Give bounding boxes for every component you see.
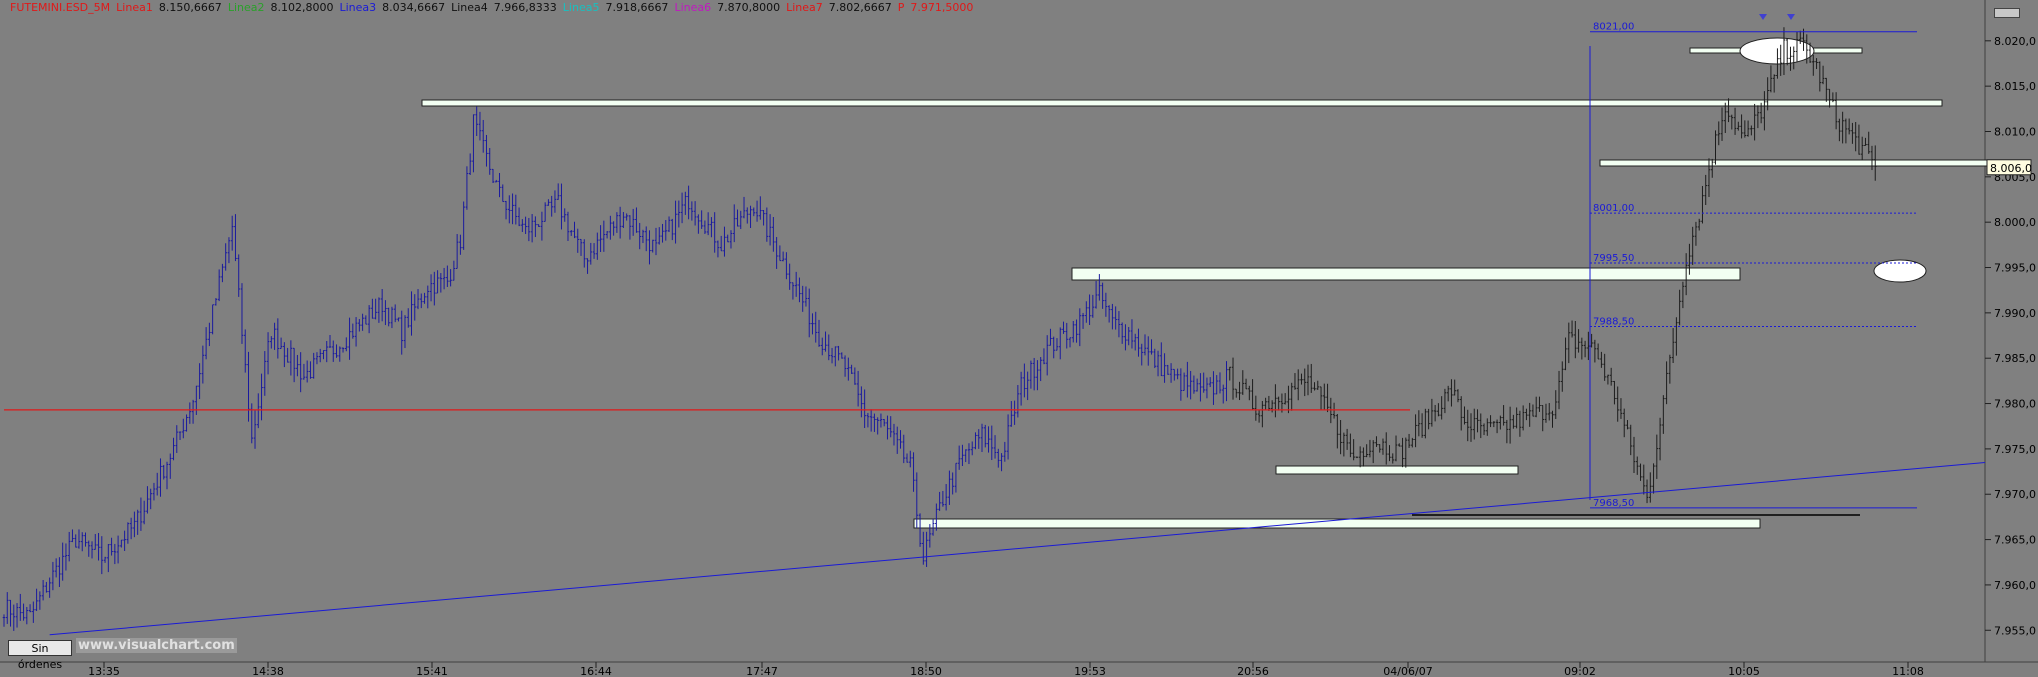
legend-item-12: 7.870,8000	[717, 1, 780, 14]
price-axis: 8.020,08.015,08.010,08.005,08.000,07.995…	[1985, 35, 2036, 637]
y-tick-label: 8.015,0	[1994, 80, 2036, 93]
level-label-2: 7995,50	[1593, 253, 1634, 264]
level-label-4: 7968,50	[1593, 498, 1634, 509]
trend-line	[49, 461, 1986, 636]
level-label-0: 8021,00	[1593, 22, 1634, 33]
x-tick-label: 19:53	[1074, 665, 1106, 677]
legend-item-7: Linea4	[451, 1, 488, 14]
legend-item-9: Linea5	[563, 1, 600, 14]
y-tick-label: 7.975,0	[1994, 443, 2036, 456]
legend-item-4: 8.102,8000	[270, 1, 333, 14]
resistance-box-right	[1599, 159, 1989, 167]
level-label-1: 8001,00	[1593, 203, 1634, 214]
y-tick-label: 7.985,0	[1994, 352, 2036, 365]
resistance-box-top	[421, 99, 1943, 107]
x-tick-label: 20:56	[1237, 665, 1269, 677]
x-tick-label: 09:02	[1564, 665, 1596, 677]
legend-item-16: 7.971,5000	[910, 1, 973, 14]
current-price-label: 8.006,0	[1990, 162, 2032, 175]
x-tick-label: 15:41	[416, 665, 448, 677]
x-tick-label: 18:50	[910, 665, 942, 677]
watermark: www.visualchart.com	[76, 638, 237, 653]
y-tick-label: 8.010,0	[1994, 125, 2036, 138]
x-tick-label: 04/06/07	[1383, 665, 1432, 677]
x-tick-label: 17:47	[746, 665, 778, 677]
x-tick-label: 14:38	[252, 665, 284, 677]
y-tick-label: 8.000,0	[1994, 216, 2036, 229]
level-label-3: 7988,50	[1593, 316, 1634, 327]
x-tick-label: 10:05	[1728, 665, 1760, 677]
y-tick-label: 7.965,0	[1994, 534, 2036, 547]
legend: FUTEMINI.ESD_5M Linea1 8.150,6667 Linea2 8.1…	[10, 1, 973, 14]
legend-item-3: Linea2	[228, 1, 265, 14]
support-box-bottom	[913, 518, 1761, 529]
legend-item-1: Linea1	[116, 1, 153, 14]
top-arrow-markers	[1759, 14, 1795, 20]
x-tick-label: 13:35	[88, 665, 120, 677]
legend-item-11: Linea6	[674, 1, 711, 14]
legend-item-6: 8.034,6667	[382, 1, 445, 14]
resistance-box-mid	[1071, 267, 1741, 281]
y-tick-label: 7.980,0	[1994, 398, 2036, 411]
support-resistance-boxes	[421, 14, 1989, 529]
y-tick-label: 7.960,0	[1994, 579, 2036, 592]
x-tick-label: 16:44	[580, 665, 612, 677]
legend-item-2: 8.150,6667	[159, 1, 222, 14]
legend-item-14: 7.802,6667	[829, 1, 892, 14]
time-axis: 13:35 14:38 15:41 16:44 17:47 18:50 19:53 20:56…	[88, 662, 1924, 677]
legend-item-10: 7.918,6667	[605, 1, 668, 14]
x-tick-label: 11:08	[1892, 665, 1924, 677]
support-box-small	[1275, 465, 1519, 475]
y-tick-label: 7.970,0	[1994, 488, 2036, 501]
current-price-tag	[1986, 159, 2032, 176]
y-tick-label: 7.990,0	[1994, 307, 2036, 320]
legend-item-13: Linea7	[786, 1, 823, 14]
legend-item-5: Linea3	[339, 1, 376, 14]
legend-item-8: 7.966,8333	[494, 1, 557, 14]
horizontal-levels: 8021,00 8001,00 7995,50 7988,50 7968,50	[4, 22, 1986, 636]
orders-button[interactable]: Sin órdenes	[8, 640, 72, 671]
y-tick-label: 8.020,0	[1994, 35, 2036, 48]
scroll-up-button[interactable]	[1994, 8, 2020, 18]
price-bars	[2, 27, 1877, 631]
legend-item-15: P	[898, 1, 905, 14]
y-tick-label: 7.955,0	[1994, 624, 2036, 637]
legend-item-0: FUTEMINI.ESD_5M	[10, 1, 110, 14]
target-ellipse-marker	[1873, 259, 1927, 283]
y-tick-label: 7.995,0	[1994, 262, 2036, 275]
